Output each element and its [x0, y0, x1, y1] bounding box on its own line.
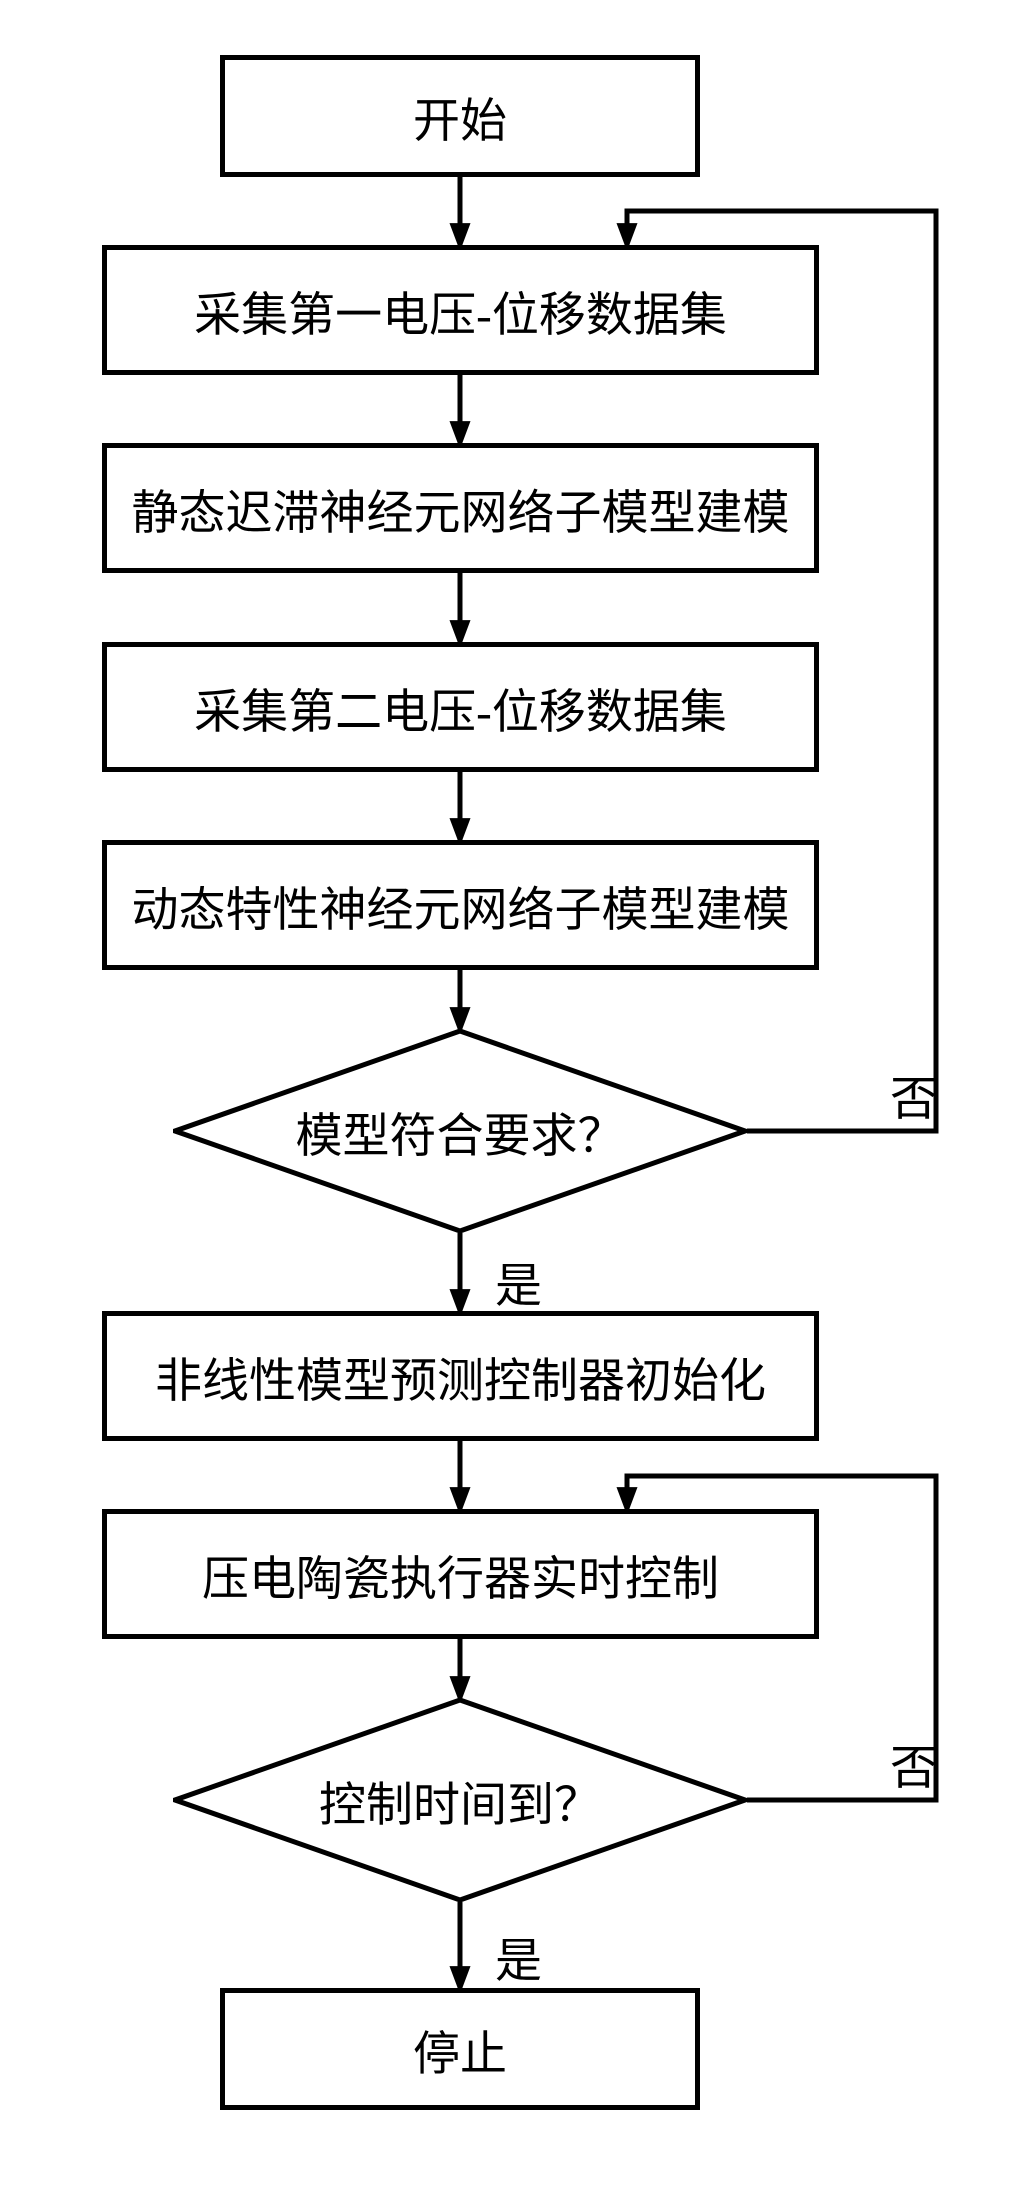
node-label: 静态迟滞神经元网络子模型建模 [107, 474, 814, 543]
node-label: 控制时间到？ [173, 1698, 747, 1902]
node-label: 开始 [225, 82, 695, 151]
node-dec1: 模型符合要求？ [173, 1029, 747, 1233]
node-stop: 停止 [220, 1988, 700, 2110]
node-start: 开始 [220, 55, 700, 177]
node-label: 采集第二电压-位移数据集 [107, 673, 814, 742]
node-label: 压电陶瓷执行器实时控制 [107, 1540, 814, 1609]
node-step6: 压电陶瓷执行器实时控制 [102, 1509, 819, 1639]
edge-label-dec2-step6: 否 [890, 1729, 937, 1798]
node-step3: 采集第二电压-位移数据集 [102, 642, 819, 772]
node-step2: 静态迟滞神经元网络子模型建模 [102, 443, 819, 573]
node-label: 非线性模型预测控制器初始化 [107, 1342, 814, 1411]
node-step5: 非线性模型预测控制器初始化 [102, 1311, 819, 1441]
node-label: 采集第一电压-位移数据集 [107, 276, 814, 345]
node-step4: 动态特性神经元网络子模型建模 [102, 840, 819, 970]
node-label: 模型符合要求？ [173, 1029, 747, 1233]
node-dec2: 控制时间到？ [173, 1698, 747, 1902]
edge-label-dec1-step1: 否 [890, 1060, 937, 1129]
flowchart-container: 开始采集第一电压-位移数据集静态迟滞神经元网络子模型建模采集第二电压-位移数据集… [0, 0, 1024, 2205]
edge-label-dec1-step5: 是 [495, 1247, 542, 1316]
node-label: 停止 [225, 2015, 695, 2084]
node-label: 动态特性神经元网络子模型建模 [107, 871, 814, 940]
node-step1: 采集第一电压-位移数据集 [102, 245, 819, 375]
edge-label-dec2-stop: 是 [495, 1922, 542, 1991]
